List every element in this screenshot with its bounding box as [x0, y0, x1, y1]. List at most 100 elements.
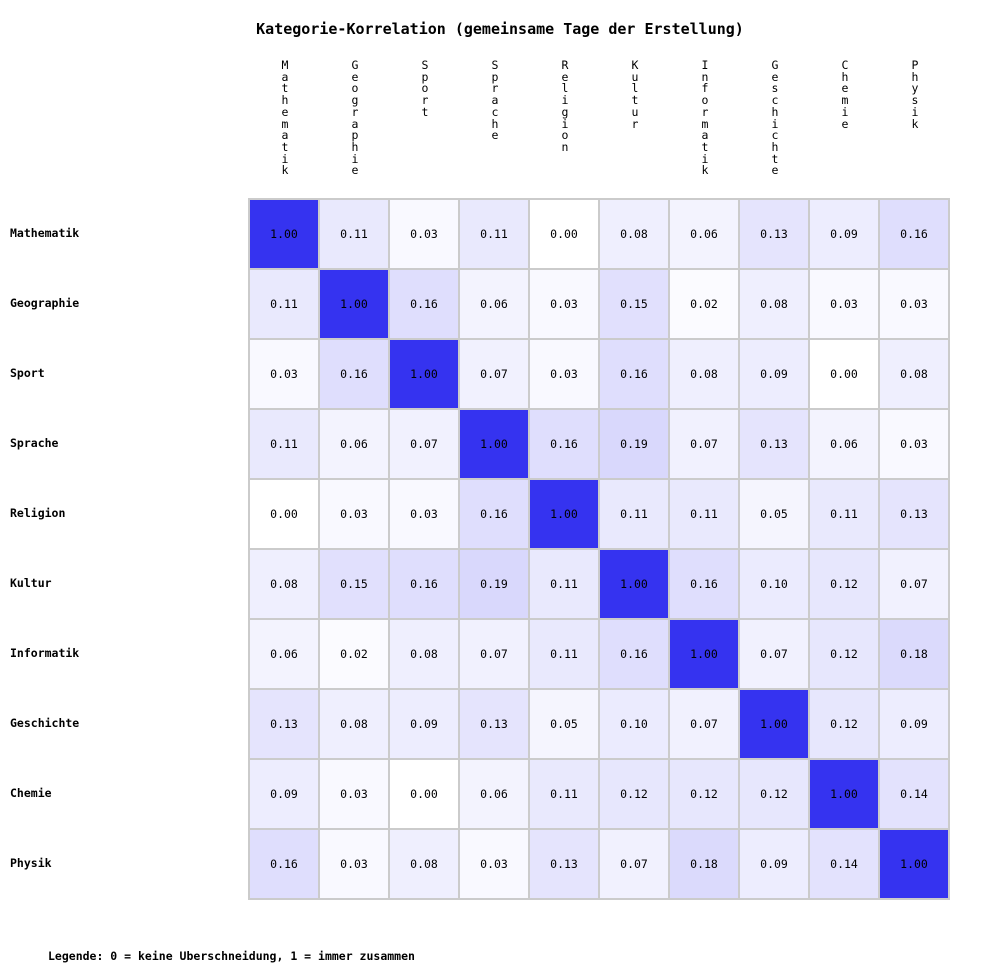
matrix-cell-mathematik-sprache: 0.11 — [460, 200, 528, 268]
col-header-sprache: S p r a c h e — [491, 58, 499, 143]
matrix-cell-physik-informatik: 0.18 — [670, 830, 738, 898]
column-headers: M a t h e m a t i k G e o g r a p h i e S … — [250, 58, 950, 198]
matrix-cell-religion-sprache: 0.16 — [460, 480, 528, 548]
matrix-cell-sprache-kultur: 0.19 — [600, 410, 668, 478]
matrix-cell-religion-religion: 1.00 — [530, 480, 598, 548]
matrix-cell-kultur-chemie: 0.12 — [810, 550, 878, 618]
matrix-cell-sport-geschichte: 0.09 — [740, 340, 808, 408]
col-header-geographie: G e o g r a p h i e — [351, 58, 359, 178]
matrix-cell-geschichte-chemie: 0.12 — [810, 690, 878, 758]
matrix-cell-geschichte-religion: 0.05 — [530, 690, 598, 758]
matrix-cell-sprache-geschichte: 0.13 — [740, 410, 808, 478]
matrix-cell-informatik-chemie: 0.12 — [810, 620, 878, 688]
matrix-cell-informatik-sprache: 0.07 — [460, 620, 528, 688]
matrix-cell-sport-kultur: 0.16 — [600, 340, 668, 408]
matrix-cell-religion-geographie: 0.03 — [320, 480, 388, 548]
matrix-cell-physik-sport: 0.08 — [390, 830, 458, 898]
matrix-cell-sport-geographie: 0.16 — [320, 340, 388, 408]
matrix-cell-informatik-kultur: 0.16 — [600, 620, 668, 688]
matrix-cell-sport-mathematik: 0.03 — [250, 340, 318, 408]
matrix-cell-religion-sport: 0.03 — [390, 480, 458, 548]
matrix-cell-geographie-chemie: 0.03 — [810, 270, 878, 338]
matrix-cell-sport-sprache: 0.07 — [460, 340, 528, 408]
matrix-cell-kultur-geschichte: 0.10 — [740, 550, 808, 618]
matrix-cell-informatik-religion: 0.11 — [530, 620, 598, 688]
matrix-cell-mathematik-informatik: 0.06 — [670, 200, 738, 268]
matrix-cell-sport-informatik: 0.08 — [670, 340, 738, 408]
row-label-kultur: Kultur — [10, 576, 52, 590]
matrix-cell-chemie-informatik: 0.12 — [670, 760, 738, 828]
matrix-cell-kultur-physik: 0.07 — [880, 550, 948, 618]
legend-text: Legende: 0 = keine Uberschneidung, 1 = i… — [48, 949, 415, 963]
matrix-cell-geschichte-sprache: 0.13 — [460, 690, 528, 758]
matrix-cell-informatik-physik: 0.18 — [880, 620, 948, 688]
matrix-cell-geographie-geographie: 1.00 — [320, 270, 388, 338]
row-label-sport: Sport — [10, 366, 45, 380]
matrix-cell-geographie-informatik: 0.02 — [670, 270, 738, 338]
matrix-cell-religion-geschichte: 0.05 — [740, 480, 808, 548]
matrix-cell-chemie-sprache: 0.06 — [460, 760, 528, 828]
row-labels: Mathematik Geographie Sport Sprache Religion… — [10, 198, 248, 900]
matrix-cell-geschichte-informatik: 0.07 — [670, 690, 738, 758]
matrix-cell-informatik-informatik: 1.00 — [670, 620, 738, 688]
matrix-cell-sprache-physik: 0.03 — [880, 410, 948, 478]
matrix-cell-geschichte-physik: 0.09 — [880, 690, 948, 758]
matrix-cell-kultur-religion: 0.11 — [530, 550, 598, 618]
matrix-cell-mathematik-geschichte: 0.13 — [740, 200, 808, 268]
matrix-cell-chemie-mathematik: 0.09 — [250, 760, 318, 828]
matrix-cell-sport-physik: 0.08 — [880, 340, 948, 408]
matrix-cell-informatik-geographie: 0.02 — [320, 620, 388, 688]
matrix-cell-geographie-mathematik: 0.11 — [250, 270, 318, 338]
matrix-cell-mathematik-physik: 0.16 — [880, 200, 948, 268]
row-label-sprache: Sprache — [10, 436, 59, 450]
matrix-cell-geschichte-kultur: 0.10 — [600, 690, 668, 758]
matrix-cell-sprache-sprache: 1.00 — [460, 410, 528, 478]
matrix-cell-sport-chemie: 0.00 — [810, 340, 878, 408]
matrix-cell-kultur-sprache: 0.19 — [460, 550, 528, 618]
matrix-cell-chemie-geschichte: 0.12 — [740, 760, 808, 828]
col-header-mathematik: M a t h e m a t i k — [281, 58, 289, 178]
matrix-cell-physik-kultur: 0.07 — [600, 830, 668, 898]
matrix-cell-chemie-religion: 0.11 — [530, 760, 598, 828]
matrix-cell-geschichte-geschichte: 1.00 — [740, 690, 808, 758]
matrix-cell-chemie-physik: 0.14 — [880, 760, 948, 828]
col-header-informatik: I n f o r m a t i k — [701, 58, 709, 178]
matrix-cell-sprache-sport: 0.07 — [390, 410, 458, 478]
row-label-mathematik: Mathematik — [10, 226, 80, 240]
matrix-cell-sprache-geographie: 0.06 — [320, 410, 388, 478]
matrix-cell-sport-sport: 1.00 — [390, 340, 458, 408]
matrix-cell-kultur-sport: 0.16 — [390, 550, 458, 618]
row-label-physik: Physik — [10, 856, 52, 870]
matrix-cell-religion-chemie: 0.11 — [810, 480, 878, 548]
matrix-cell-mathematik-sport: 0.03 — [390, 200, 458, 268]
matrix-cell-mathematik-mathematik: 1.00 — [250, 200, 318, 268]
matrix-cell-sport-religion: 0.03 — [530, 340, 598, 408]
matrix-cell-chemie-kultur: 0.12 — [600, 760, 668, 828]
matrix-cell-physik-physik: 1.00 — [880, 830, 948, 898]
matrix-cell-geschichte-geographie: 0.08 — [320, 690, 388, 758]
matrix-cell-informatik-sport: 0.08 — [390, 620, 458, 688]
matrix-cell-mathematik-chemie: 0.09 — [810, 200, 878, 268]
matrix-cell-geographie-physik: 0.03 — [880, 270, 948, 338]
matrix-cell-geschichte-sport: 0.09 — [390, 690, 458, 758]
heatmap-grid: 1.00 0.11 0.03 0.11 0.00 0.08 0.06 0.13 0.09 0.16… — [248, 198, 950, 900]
matrix-cell-kultur-kultur: 1.00 — [600, 550, 668, 618]
row-label-chemie: Chemie — [10, 786, 52, 800]
matrix-cell-sprache-informatik: 0.07 — [670, 410, 738, 478]
matrix-cell-religion-physik: 0.13 — [880, 480, 948, 548]
matrix-cell-chemie-geographie: 0.03 — [320, 760, 388, 828]
col-header-religion: R e l i g i o n — [561, 58, 569, 154]
matrix-cell-religion-informatik: 0.11 — [670, 480, 738, 548]
col-header-chemie: C h e m i e — [841, 58, 849, 131]
matrix-cell-informatik-mathematik: 0.06 — [250, 620, 318, 688]
row-label-informatik: Informatik — [10, 646, 80, 660]
matrix-cell-kultur-geographie: 0.15 — [320, 550, 388, 618]
col-header-sport: S p o r t — [421, 58, 429, 119]
matrix-cell-geographie-geschichte: 0.08 — [740, 270, 808, 338]
matrix-cell-sprache-religion: 0.16 — [530, 410, 598, 478]
matrix-cell-sprache-mathematik: 0.11 — [250, 410, 318, 478]
matrix-cell-physik-geschichte: 0.09 — [740, 830, 808, 898]
matrix-cell-physik-religion: 0.13 — [530, 830, 598, 898]
matrix-cell-physik-chemie: 0.14 — [810, 830, 878, 898]
